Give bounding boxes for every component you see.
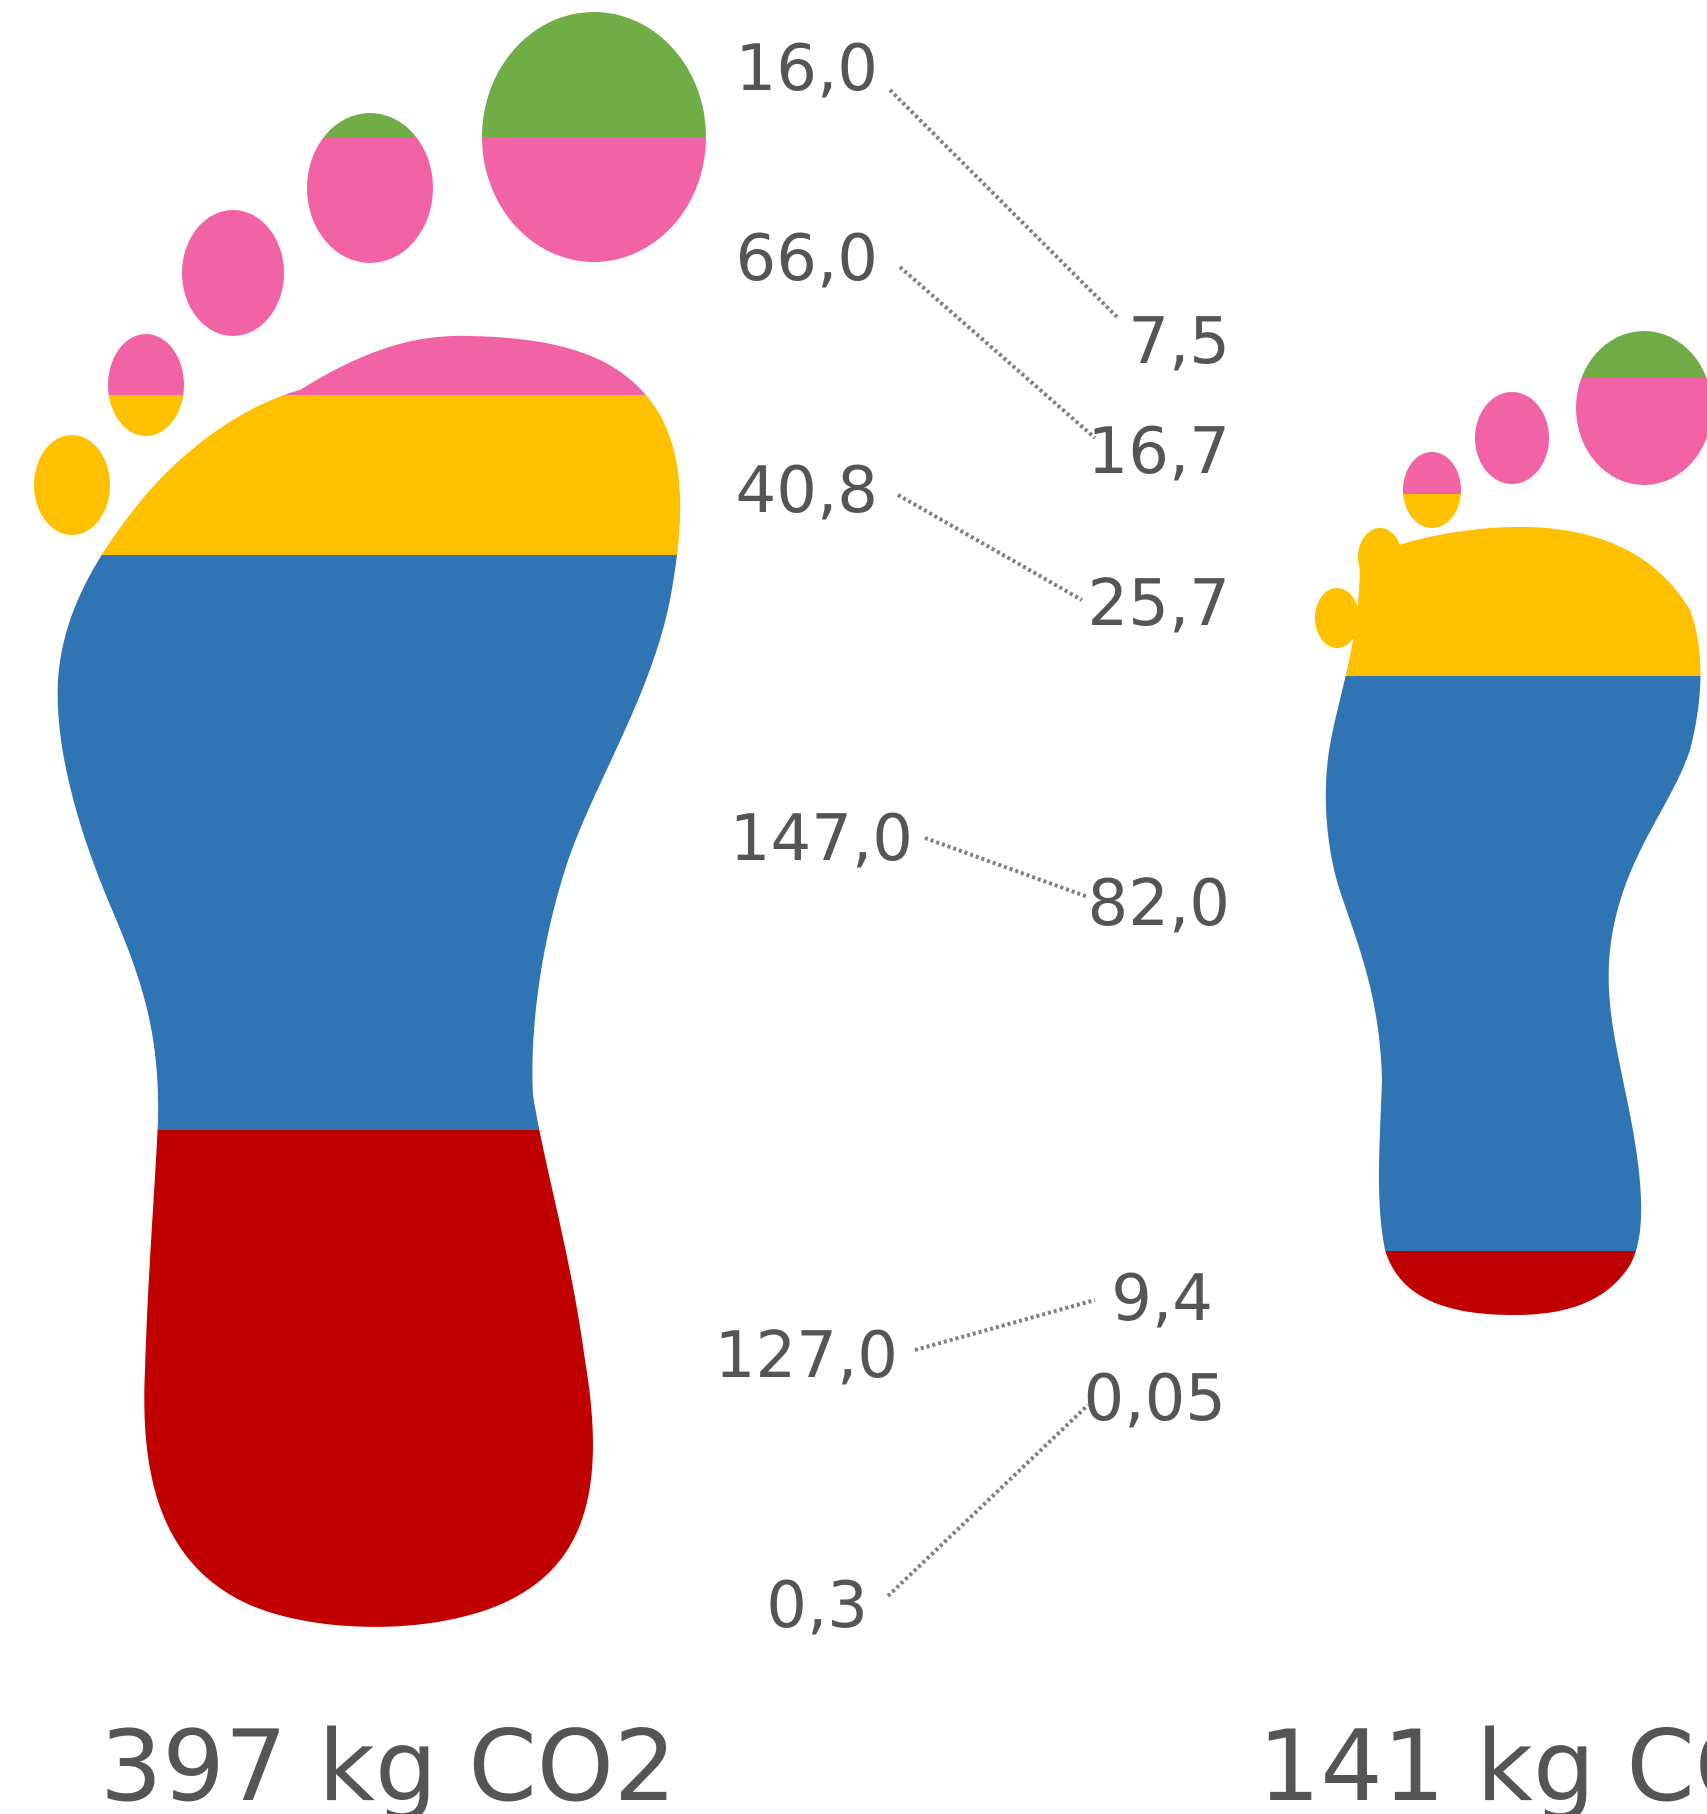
right-sole-yellow-band bbox=[1325, 526, 1701, 677]
right-footprint bbox=[1315, 331, 1707, 1315]
left-value-pink: 66,0 bbox=[736, 222, 879, 296]
left-toe-second-pink bbox=[307, 138, 433, 263]
right-value-pink: 16,7 bbox=[1088, 415, 1231, 489]
right-value-extra: 0,05 bbox=[1084, 1362, 1227, 1436]
left-toe-second-green bbox=[307, 113, 433, 139]
left-total-label: 397 kg CO2 bbox=[100, 1710, 676, 1814]
right-value-green: 7,5 bbox=[1128, 305, 1230, 379]
right-toe-big-pink bbox=[1576, 378, 1707, 485]
left-toe-little bbox=[34, 435, 110, 535]
right-toe-second bbox=[1475, 392, 1549, 484]
left-value-yellow: 40,8 bbox=[736, 454, 879, 528]
left-toe-big bbox=[482, 12, 706, 262]
right-toe-third-pink bbox=[1403, 452, 1461, 495]
right-value-labels: 7,5 16,7 25,7 82,0 9,4 0,05 bbox=[1084, 305, 1231, 1436]
left-value-green: 16,0 bbox=[736, 32, 879, 106]
left-toe-big-pink bbox=[482, 137, 706, 262]
right-sole-red-band bbox=[1325, 1251, 1701, 1315]
left-sole bbox=[57, 335, 681, 1627]
right-toe-fourth bbox=[1358, 528, 1402, 586]
right-toe-third bbox=[1403, 452, 1461, 528]
right-toe-third-yellow bbox=[1403, 494, 1461, 528]
right-total-label: 141 kg CO2 bbox=[1258, 1710, 1707, 1814]
left-footprint bbox=[34, 12, 706, 1627]
left-sole-red-band bbox=[57, 1130, 681, 1627]
right-toe-big-green bbox=[1576, 331, 1707, 379]
connector-red bbox=[914, 1298, 1096, 1352]
right-sole-blue-band bbox=[1325, 676, 1701, 1252]
connector-lines bbox=[886, 88, 1120, 1598]
left-toe-fourth bbox=[108, 334, 184, 436]
connector-yellow bbox=[897, 493, 1083, 602]
right-toe-big bbox=[1576, 331, 1707, 485]
left-toe-fourth-yellow bbox=[108, 395, 184, 436]
connector-pink bbox=[898, 265, 1097, 440]
right-toe-little bbox=[1315, 588, 1359, 648]
left-value-blue: 147,0 bbox=[730, 802, 913, 876]
left-toe-big-green bbox=[482, 12, 706, 138]
left-value-labels: 16,0 66,0 40,8 147,0 127,0 0,3 bbox=[715, 32, 913, 1643]
left-toe-fourth-pink bbox=[108, 334, 184, 396]
right-value-yellow: 25,7 bbox=[1088, 567, 1231, 641]
left-toe-third bbox=[182, 210, 284, 336]
left-sole-blue-band bbox=[57, 555, 681, 1131]
right-value-blue: 82,0 bbox=[1088, 867, 1231, 941]
right-sole bbox=[1325, 526, 1701, 1315]
connector-blue bbox=[924, 836, 1089, 899]
left-value-extra: 0,3 bbox=[766, 1569, 868, 1643]
left-value-red: 127,0 bbox=[715, 1319, 898, 1393]
connector-extra bbox=[886, 1403, 1090, 1598]
connector-green bbox=[888, 88, 1120, 320]
left-toe-second bbox=[307, 113, 433, 263]
right-value-red: 9,4 bbox=[1111, 1262, 1213, 1336]
